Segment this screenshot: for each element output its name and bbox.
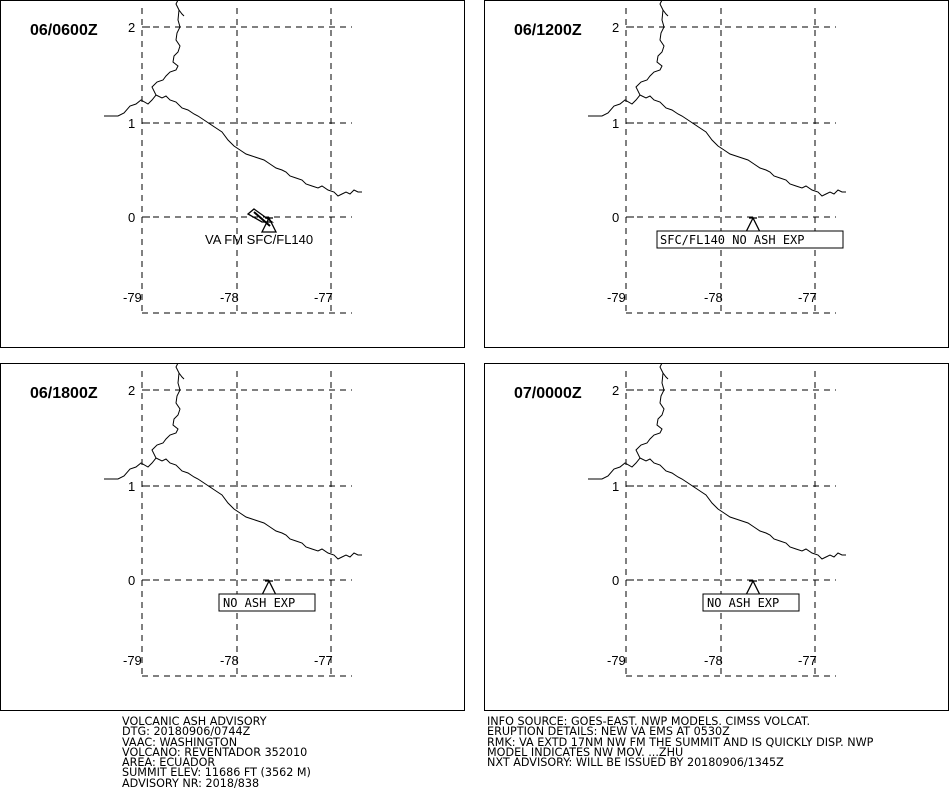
- map-svg: 2 1 0 -79 -78 -77 06/0600Z VA FM SFC/FL1…: [0, 0, 465, 348]
- lon-label-79: -79: [123, 653, 142, 668]
- tick-marks: [142, 26, 150, 218]
- advisory-line: AREA: ECUADOR: [122, 756, 216, 770]
- forecast-time: 06/0600Z: [30, 22, 98, 39]
- lat-label-0: 0: [612, 210, 619, 225]
- coastline: [104, 0, 362, 197]
- forecast-time: 06/1200Z: [514, 22, 582, 39]
- lon-label-79: -79: [607, 290, 626, 305]
- forecast-time: 07/0000Z: [514, 385, 582, 402]
- advisory-line: VAAC: WASHINGTON: [122, 735, 238, 749]
- ash-label: NO ASH EXP: [707, 596, 779, 610]
- advisory-line: ADVISORY NR: 2018/838: [122, 776, 260, 790]
- advisory-line: SUMMIT ELEV: 11686 FT (3562 M): [122, 766, 311, 780]
- tick-marks: [142, 389, 150, 581]
- lat-label-2: 2: [612, 20, 619, 35]
- advisory-line: VOLCANO: REVENTADOR 352010: [122, 745, 308, 759]
- lon-label-79: -79: [607, 653, 626, 668]
- advisory-line: ERUPTION DETAILS: NEW VA EMS AT 0530Z: [487, 725, 730, 739]
- tick-marks: [626, 389, 634, 581]
- panel-frame: [484, 363, 949, 711]
- forecast-panel-4: 2 1 0 -79 -78 -77 07/0000Z NO ASH EXP: [484, 363, 949, 711]
- lat-label-0: 0: [128, 573, 135, 588]
- ash-label: NO ASH EXP: [223, 596, 295, 610]
- advisory-info-right: INFO SOURCE: GOES-EAST. NWP MODELS. CIMS…: [487, 715, 874, 770]
- map-svg: 2 1 0 -79 -78 -77 07/0000Z NO ASH EXP: [484, 363, 949, 711]
- grid-lines: [625, 8, 836, 314]
- panel-frame: [0, 0, 465, 348]
- advisory-line: VOLCANIC ASH ADVISORY: [122, 715, 267, 728]
- panel-frame: [0, 363, 465, 711]
- grid-lines: [141, 371, 352, 677]
- coastline: [104, 363, 362, 560]
- map-svg: 2 1 0 -79 -78 -77 06/1200Z SFC/FL140 NO …: [484, 0, 949, 348]
- triangle-volcano-icon: [260, 216, 278, 233]
- forecast-panel-3: 2 1 0 -79 -78 -77 06/1800Z NO ASH EXP: [0, 363, 465, 711]
- tick-marks: [626, 26, 634, 218]
- grid-lines: [625, 371, 836, 677]
- label-box: [656, 230, 844, 249]
- lat-label-2: 2: [612, 383, 619, 398]
- grid-lines: [141, 8, 352, 314]
- advisory-line: DTG: 20180906/0744Z: [122, 725, 251, 739]
- advisory-line: MODEL INDICATES NW MOV. ...ZHU: [487, 745, 684, 759]
- label-box: [218, 593, 316, 612]
- forecast-panel-1: 2 1 0 -79 -78 -77 06/0600Z VA FM SFC/FL1…: [0, 0, 465, 348]
- coastline: [588, 363, 846, 560]
- panel-frame: [484, 0, 949, 348]
- lat-label-0: 0: [612, 573, 619, 588]
- advisory-line: RMK: VA EXTD 17NM NW FM THE SUMMIT AND I…: [487, 735, 874, 749]
- lon-label-77: -77: [314, 653, 333, 668]
- lon-label-78: -78: [220, 653, 239, 668]
- lat-label-1: 1: [612, 116, 619, 131]
- ash-label: VA FM SFC/FL140: [205, 232, 313, 247]
- lon-label-79: -79: [123, 290, 142, 305]
- lat-label-1: 1: [128, 479, 135, 494]
- forecast-time: 06/1800Z: [30, 385, 98, 402]
- lat-label-0: 0: [128, 210, 135, 225]
- lon-label-78: -78: [704, 653, 723, 668]
- lat-label-1: 1: [612, 479, 619, 494]
- lon-label-78: -78: [220, 290, 239, 305]
- ash-label: SFC/FL140 NO ASH EXP: [660, 233, 805, 247]
- coastline: [588, 0, 846, 197]
- map-svg: 2 1 0 -79 -78 -77 06/1800Z NO ASH EXP: [0, 363, 465, 711]
- lon-label-78: -78: [704, 290, 723, 305]
- ash-cloud-area: [246, 208, 275, 227]
- lon-label-77: -77: [798, 653, 817, 668]
- label-box: [702, 593, 800, 612]
- advisory-info-left: VOLCANIC ASH ADVISORY DTG: 20180906/0744…: [122, 715, 311, 790]
- lon-label-77: -77: [798, 290, 817, 305]
- lat-label-1: 1: [128, 116, 135, 131]
- forecast-panel-2: 2 1 0 -79 -78 -77 06/1200Z SFC/FL140 NO …: [484, 0, 949, 348]
- advisory-line: NXT ADVISORY: WILL BE ISSUED BY 20180906…: [487, 756, 784, 770]
- lat-label-2: 2: [128, 20, 135, 35]
- lat-label-2: 2: [128, 383, 135, 398]
- advisory-line: INFO SOURCE: GOES-EAST. NWP MODELS. CIMS…: [487, 715, 811, 728]
- lon-label-77: -77: [314, 290, 333, 305]
